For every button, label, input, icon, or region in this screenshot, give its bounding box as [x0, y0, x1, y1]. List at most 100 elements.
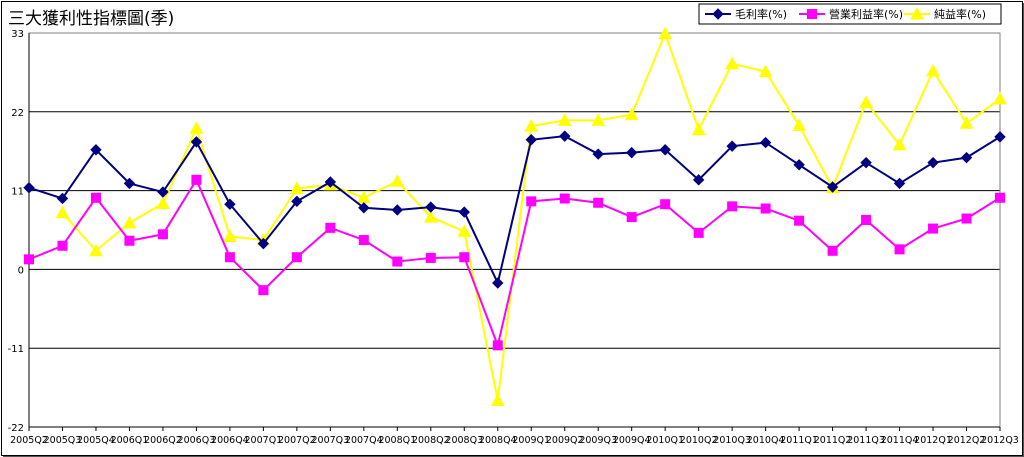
data-point — [223, 229, 237, 242]
x-tick-label: 2006Q3 — [178, 435, 216, 446]
data-point — [960, 151, 973, 164]
legend-label: 毛利率(%) — [735, 7, 787, 21]
x-tick-label: 2008Q2 — [412, 435, 450, 446]
x-tick-label: 2012Q3 — [981, 435, 1019, 446]
data-point — [959, 116, 974, 129]
data-point — [89, 243, 103, 257]
data-point — [157, 186, 169, 198]
data-point — [524, 119, 539, 132]
data-point — [660, 199, 671, 210]
data-point — [994, 131, 1006, 143]
x-tick-label: 2008Q3 — [445, 435, 483, 446]
y-tick-label: 0 — [18, 265, 24, 276]
data-point — [758, 64, 773, 78]
data-point — [693, 227, 704, 238]
legend-swatch-marker — [712, 8, 724, 20]
data-point — [624, 107, 639, 121]
data-point — [926, 63, 940, 77]
data-point — [358, 202, 370, 214]
data-point — [826, 181, 839, 193]
x-tick-labels: 2005Q22005Q32005Q42006Q12006Q22006Q32006… — [10, 435, 1019, 446]
data-point — [90, 144, 102, 156]
data-point — [593, 197, 604, 208]
data-point — [324, 176, 337, 188]
x-tick-label: 2011Q4 — [881, 435, 919, 446]
data-point — [557, 113, 572, 126]
series-3 — [55, 26, 1007, 406]
x-tick-label: 2008Q4 — [479, 435, 517, 446]
data-point — [658, 26, 673, 40]
data-point — [358, 235, 369, 246]
data-point — [156, 196, 170, 209]
data-point — [459, 252, 470, 263]
data-point — [56, 192, 69, 205]
x-tick-label: 2006Q2 — [144, 435, 182, 446]
data-point — [123, 177, 136, 190]
data-point — [995, 192, 1005, 203]
data-point — [993, 91, 1007, 105]
data-point — [827, 245, 838, 256]
data-point — [794, 215, 805, 226]
y-tick-label: 33 — [11, 29, 24, 40]
legend-box — [698, 3, 1002, 25]
x-tick-label: 2012Q2 — [948, 435, 986, 446]
x-tick-label: 2011Q1 — [780, 435, 818, 446]
data-point — [24, 254, 34, 265]
data-point — [492, 277, 504, 289]
data-point — [792, 118, 806, 131]
data-point — [927, 156, 939, 169]
data-point — [893, 177, 906, 190]
data-point — [291, 195, 303, 208]
y-tick-label: -22 — [8, 423, 24, 434]
data-point — [190, 136, 203, 148]
data-point — [157, 229, 168, 240]
data-point — [928, 223, 939, 234]
x-tick-label: 2005Q3 — [44, 435, 82, 446]
series-line — [28, 177, 1001, 349]
data-point — [492, 340, 503, 351]
data-point — [23, 182, 35, 194]
data-point — [356, 190, 371, 204]
data-point — [291, 252, 302, 263]
data-point — [759, 136, 772, 149]
data-point — [726, 140, 738, 152]
series-line — [28, 135, 1001, 287]
x-tick-label: 2009Q3 — [579, 435, 617, 446]
data-point — [257, 237, 270, 250]
data-point — [892, 137, 907, 151]
x-tick-label: 2010Q4 — [747, 435, 785, 446]
data-point — [559, 193, 570, 204]
legend-label: 純益率(%) — [934, 7, 986, 21]
data-point — [691, 122, 706, 136]
x-tick-label: 2005Q2 — [10, 435, 48, 446]
x-tick-label: 2011Q3 — [847, 435, 885, 446]
x-tick-label: 2009Q4 — [613, 435, 651, 446]
x-tick-label: 2009Q1 — [512, 435, 550, 446]
data-point — [90, 192, 101, 203]
data-point — [727, 201, 738, 212]
data-point — [490, 393, 505, 406]
x-tick-label: 2005Q4 — [77, 435, 115, 446]
x-tick-label: 2010Q2 — [680, 435, 718, 446]
y-tick-labels: -22 -11 0 11 22 33 — [8, 29, 24, 434]
data-point — [861, 214, 872, 225]
gridlines — [29, 32, 1000, 349]
x-tick-label: 2009Q2 — [546, 435, 584, 446]
x-tick-label: 2006Q4 — [211, 435, 249, 446]
data-point — [859, 95, 873, 108]
data-point — [290, 181, 304, 194]
data-point — [793, 159, 805, 171]
data-point — [392, 256, 403, 267]
data-point — [659, 144, 671, 156]
data-point — [390, 174, 405, 187]
data-point — [391, 204, 404, 216]
data-point — [191, 174, 202, 185]
data-point — [961, 213, 972, 224]
data-point — [423, 210, 438, 223]
data-point — [458, 206, 470, 218]
series-lines — [23, 26, 1007, 406]
data-point — [626, 212, 637, 223]
data-point — [224, 198, 236, 210]
x-tick-label: 2007Q1 — [245, 435, 283, 446]
x-tick-label: 2007Q3 — [311, 435, 349, 446]
